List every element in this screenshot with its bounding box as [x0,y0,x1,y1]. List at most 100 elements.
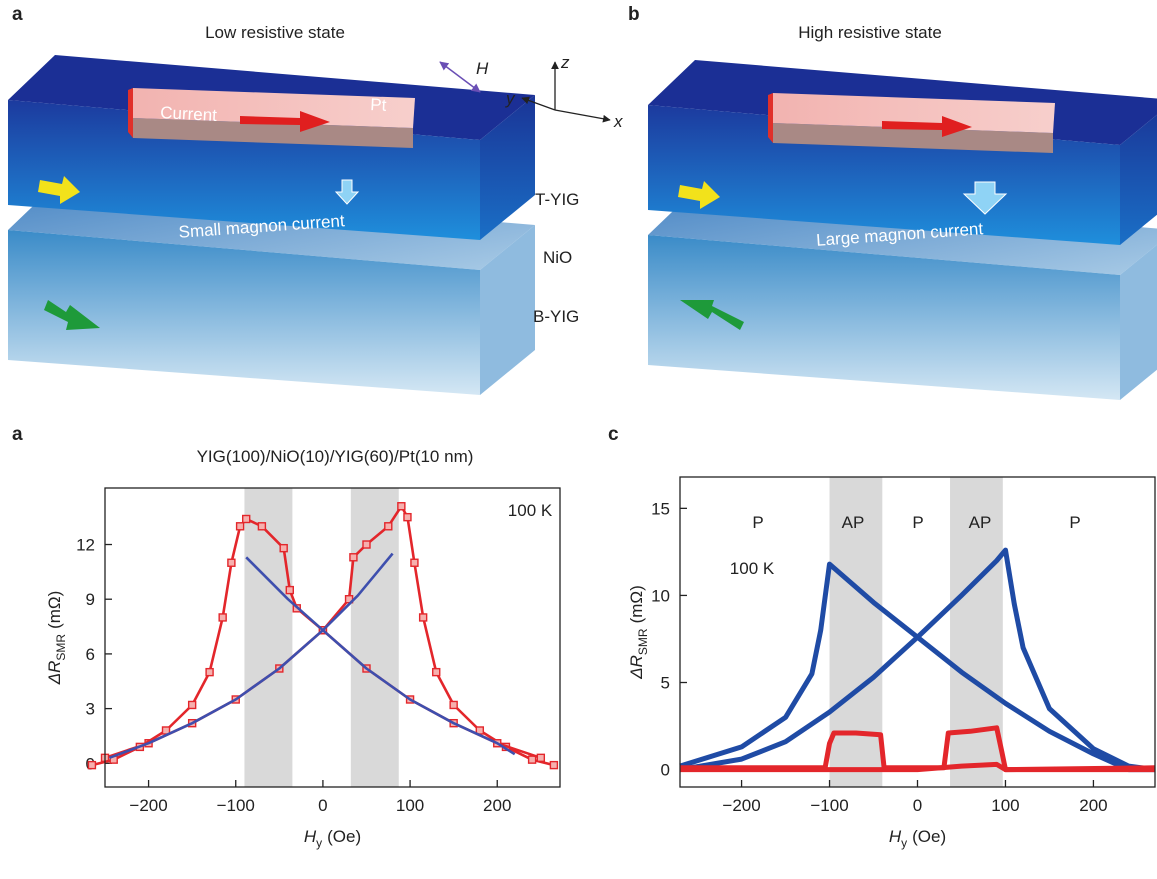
axis-label-main: H [889,827,902,846]
data-point [227,558,236,567]
magnon-arrow [962,181,1008,215]
x-tick-label: 0 [318,796,327,815]
series-line [680,761,1155,773]
schematic-b: b High resistive state Large magnon curr… [628,4,1157,400]
data-point [349,553,358,562]
annotation: 100 K [508,501,553,520]
y-tick-label: 5 [661,674,670,693]
panel-label: a [12,424,23,445]
annotation: AP [969,513,992,532]
data-point [418,613,428,622]
data-point [384,522,393,531]
axis-label: Hy (Oe) [889,827,946,850]
layer-label: T-YIG [535,190,579,209]
data-point [536,753,546,763]
axis-label-sub: y [901,836,907,850]
axis-label-main: H [304,827,317,846]
axis-label: ΔRSMR (mΩ) [45,591,68,686]
data-point [285,585,294,595]
x-tick-label: 200 [483,796,511,815]
schematic-a: a Low resistive state Current Pt Small m… [8,4,623,395]
plot-frame [679,476,1156,788]
annotation: 100 K [730,559,775,578]
magnet-arrow [44,300,100,330]
axis-label-sub: SMR [54,634,68,661]
data-point [397,502,406,511]
label: Current [160,103,218,125]
series-line [91,517,542,767]
chart: −200−1000100200036912aYIG(100)/NiO(10)/Y… [12,424,561,850]
y-tick-label: 15 [651,499,670,518]
data-point [205,667,214,677]
data-point [410,558,419,567]
shaded-region [244,488,293,787]
current-arrow [240,111,330,132]
axis-label: Hy (Oe) [304,827,361,850]
field-arrow [439,61,481,93]
current-arrow [882,116,972,137]
magnon-arrow [334,179,360,205]
plot-frame [104,487,561,788]
data-point [242,514,251,524]
data-point [218,613,227,622]
axis-label-unit: (Oe) [327,827,361,846]
y-tick-label: 0 [661,761,670,780]
schematic-title: High resistive state [798,23,942,42]
axis-name: z [560,53,570,72]
y-tick-label: 9 [86,590,95,609]
annotation: P [752,513,763,532]
x-tick-label: −200 [722,796,760,815]
axis-label-unit: (Oe) [912,827,946,846]
data-point [549,760,559,770]
data-point [257,522,267,531]
x-tick-label: −100 [217,796,255,815]
series-line [679,547,1156,773]
series-line [245,556,516,756]
data-point [87,760,97,770]
data-point [362,540,371,549]
magnet-arrow [678,181,720,209]
series-line [679,561,1155,773]
axis-label-sub: y [316,836,322,850]
magnet-arrow [680,300,744,330]
annotation: P [912,513,923,532]
axis-label: ΔRSMR (mΩ) [627,585,650,680]
layer-label: B-YIG [533,307,579,326]
axis-name: x [613,112,623,131]
axis-name: y [505,89,516,108]
x-tick-label: 100 [396,796,424,815]
series-line [108,552,394,760]
axis-arrow [554,109,611,123]
panel-label: a [12,4,23,25]
shaded-region [950,477,1003,787]
data-point [527,755,537,764]
y-tick-label: 10 [651,586,670,605]
panel-label: b [628,4,640,25]
panel-label: c [608,424,619,445]
data-point [235,522,245,531]
annotation: AP [842,513,865,532]
x-tick-label: −200 [129,796,167,815]
data-point [432,667,441,677]
axis-label-main: ΔR [627,655,646,680]
y-tick-label: 6 [86,645,95,664]
label: H [476,59,489,78]
annotation: P [1069,513,1080,532]
data-point [403,512,412,522]
x-tick-label: 0 [913,796,922,815]
shaded-region [350,488,399,787]
data-point [187,700,197,710]
axis-label-main: ΔR [45,661,64,686]
axis-label-sub: SMR [636,628,650,655]
x-tick-label: 200 [1079,796,1107,815]
data-point [449,700,458,710]
axis-arrow [521,96,556,111]
axis-label-unit: (mΩ) [45,591,64,629]
magnet-arrow [38,176,80,204]
layer-label: NiO [543,248,572,267]
x-tick-label: 100 [991,796,1019,815]
schematic-title: Low resistive state [205,23,345,42]
chart: −200 −100 0 100 200 0 5 10 15 c P AP P AP P 100 K Hy (Oe)… [608,424,1156,850]
axis-label-unit: (mΩ) [627,585,646,623]
y-tick-label: 12 [76,536,95,555]
